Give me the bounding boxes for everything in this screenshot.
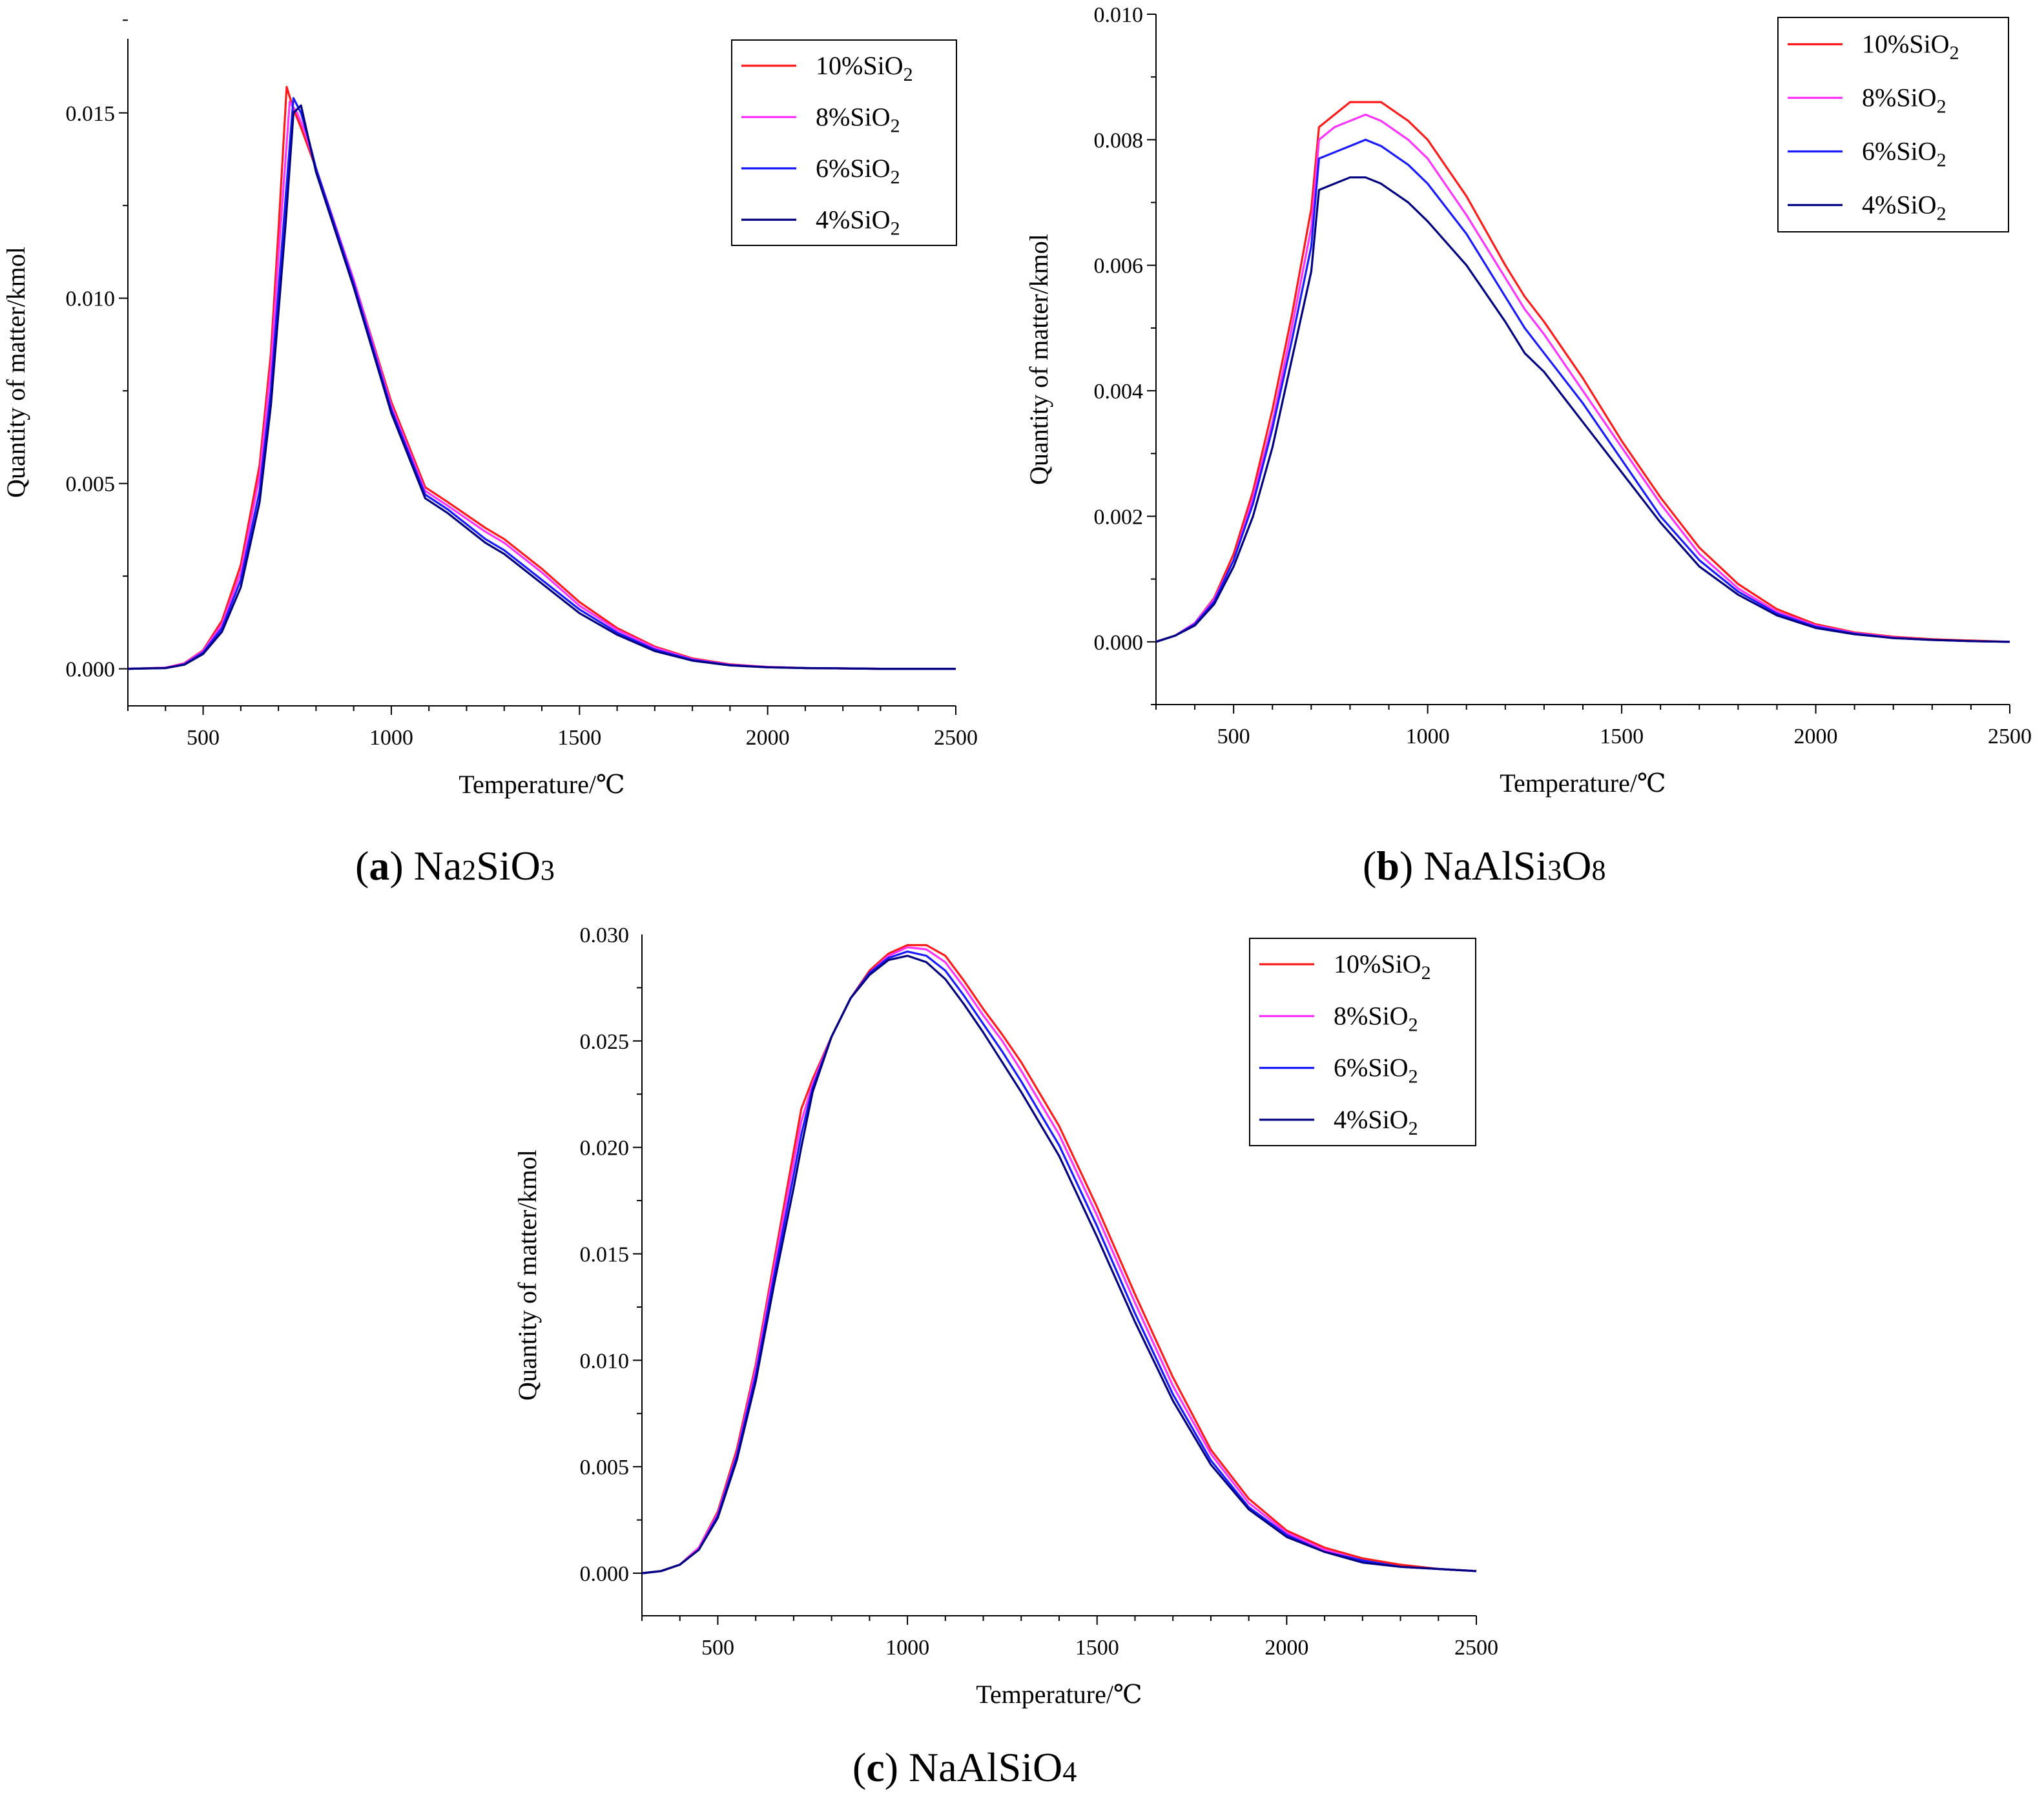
legend-box	[731, 39, 957, 246]
x-axis-label: Temperature/℃	[976, 1680, 1142, 1709]
x-tick-label: 1500	[557, 726, 601, 750]
series-line-4pct-SiO2	[641, 954, 1477, 1574]
x-tick-label: 1500	[1600, 725, 1644, 748]
y-tick-label: 0.020	[580, 1137, 630, 1160]
legend-label: 8%SiO2	[1862, 83, 1946, 118]
panel-caption: (c) NaAlSiO4	[852, 1744, 1077, 1790]
y-tick-label: 0.010	[1094, 3, 1144, 27]
x-tick-label: 2500	[934, 726, 978, 750]
x-tick-label: 500	[187, 726, 220, 750]
series-line-8pct-SiO2	[1155, 113, 2010, 643]
y-tick-label: 0.000	[66, 658, 116, 682]
x-tick-label: 1000	[369, 726, 413, 750]
x-axis-label: Temperature/℃	[1500, 768, 1666, 798]
legend-label: 10%SiO2	[816, 51, 913, 85]
x-tick-label: 2000	[1794, 725, 1838, 748]
y-tick-label: 0.008	[1094, 129, 1144, 152]
x-tick-label: 2000	[1265, 1636, 1308, 1660]
y-axis-label: Quantity of matter/kmol	[1024, 234, 1053, 485]
legend-label: 6%SiO2	[1334, 1053, 1418, 1088]
series-line-6pct-SiO2	[1155, 138, 2010, 643]
chart-panel-a: 500 1000 1500 2000 2500 0.000 0.005 0.010 0.015 T…	[1, 19, 978, 889]
y-axis-label: Quantity of matter/kmol	[1, 247, 30, 498]
y-tick-label: 0.010	[66, 287, 116, 311]
x-tick-label: 2000	[746, 726, 790, 750]
series-line-4pct-SiO2	[127, 104, 956, 670]
legend-box	[1777, 17, 2009, 232]
legend-label: 10%SiO2	[1334, 949, 1431, 984]
chart-panel-b: 500 1000 1500 2000 2500 0.000 0.002 0.004 0.006 0…	[1024, 3, 2032, 889]
legend-box	[1249, 938, 1476, 1146]
y-tick-label: 0.000	[580, 1562, 630, 1586]
x-tick-label: 1500	[1075, 1636, 1119, 1660]
legend-label: 4%SiO2	[816, 205, 900, 239]
y-tick-label: 0.010	[580, 1349, 630, 1373]
y-tick-label: 0.015	[580, 1243, 630, 1267]
panel-caption: (b) NaAlSi3O8	[1363, 843, 1605, 889]
chart-panel-c: 500 1000 1500 2000 2500 0.000 0.005 0.010 0.015 0…	[513, 923, 1498, 1790]
y-axis-label: Quantity of matter/kmol	[513, 1150, 542, 1401]
x-tick-label: 2500	[1454, 1636, 1498, 1660]
y-tick-label: 0.030	[580, 923, 630, 947]
legend: 10%SiO2 8%SiO2 6%SiO2 4%SiO2	[1777, 17, 2009, 232]
legend-label: 6%SiO2	[1862, 137, 1946, 171]
series-line-4pct-SiO2	[1155, 176, 2010, 643]
x-axis-label: Temperature/℃	[459, 770, 625, 799]
x-tick-label: 1000	[1406, 725, 1450, 748]
y-tick-label: 0.000	[1094, 631, 1144, 655]
series-line-6pct-SiO2	[641, 950, 1477, 1574]
legend-label: 6%SiO2	[816, 154, 900, 188]
legend-label: 4%SiO2	[1862, 191, 1946, 225]
x-tick-label: 1000	[885, 1636, 929, 1660]
x-tick-label: 500	[1217, 725, 1250, 748]
legend: 10%SiO2 8%SiO2 6%SiO2 4%SiO2	[731, 39, 957, 246]
legend: 10%SiO2 8%SiO2 6%SiO2 4%SiO2	[1249, 938, 1476, 1146]
y-tick-label: 0.005	[66, 473, 116, 497]
legend-label: 10%SiO2	[1862, 30, 1959, 64]
x-tick-label: 500	[701, 1636, 734, 1660]
y-tick-label: 0.006	[1094, 254, 1144, 278]
y-tick-label: 0.015	[66, 102, 116, 126]
y-tick-label: 0.002	[1094, 505, 1144, 529]
x-tick-label: 2500	[1988, 725, 2032, 748]
legend-label: 4%SiO2	[1334, 1105, 1418, 1139]
y-tick-label: 0.005	[580, 1456, 630, 1480]
y-tick-label: 0.025	[580, 1030, 630, 1054]
panel-caption: (a) Na2SiO3	[355, 843, 555, 889]
legend-label: 8%SiO2	[1334, 1001, 1418, 1035]
y-tick-label: 0.004	[1094, 380, 1144, 404]
legend-label: 8%SiO2	[816, 102, 900, 136]
series-line-10pct-SiO2	[1155, 101, 2010, 643]
